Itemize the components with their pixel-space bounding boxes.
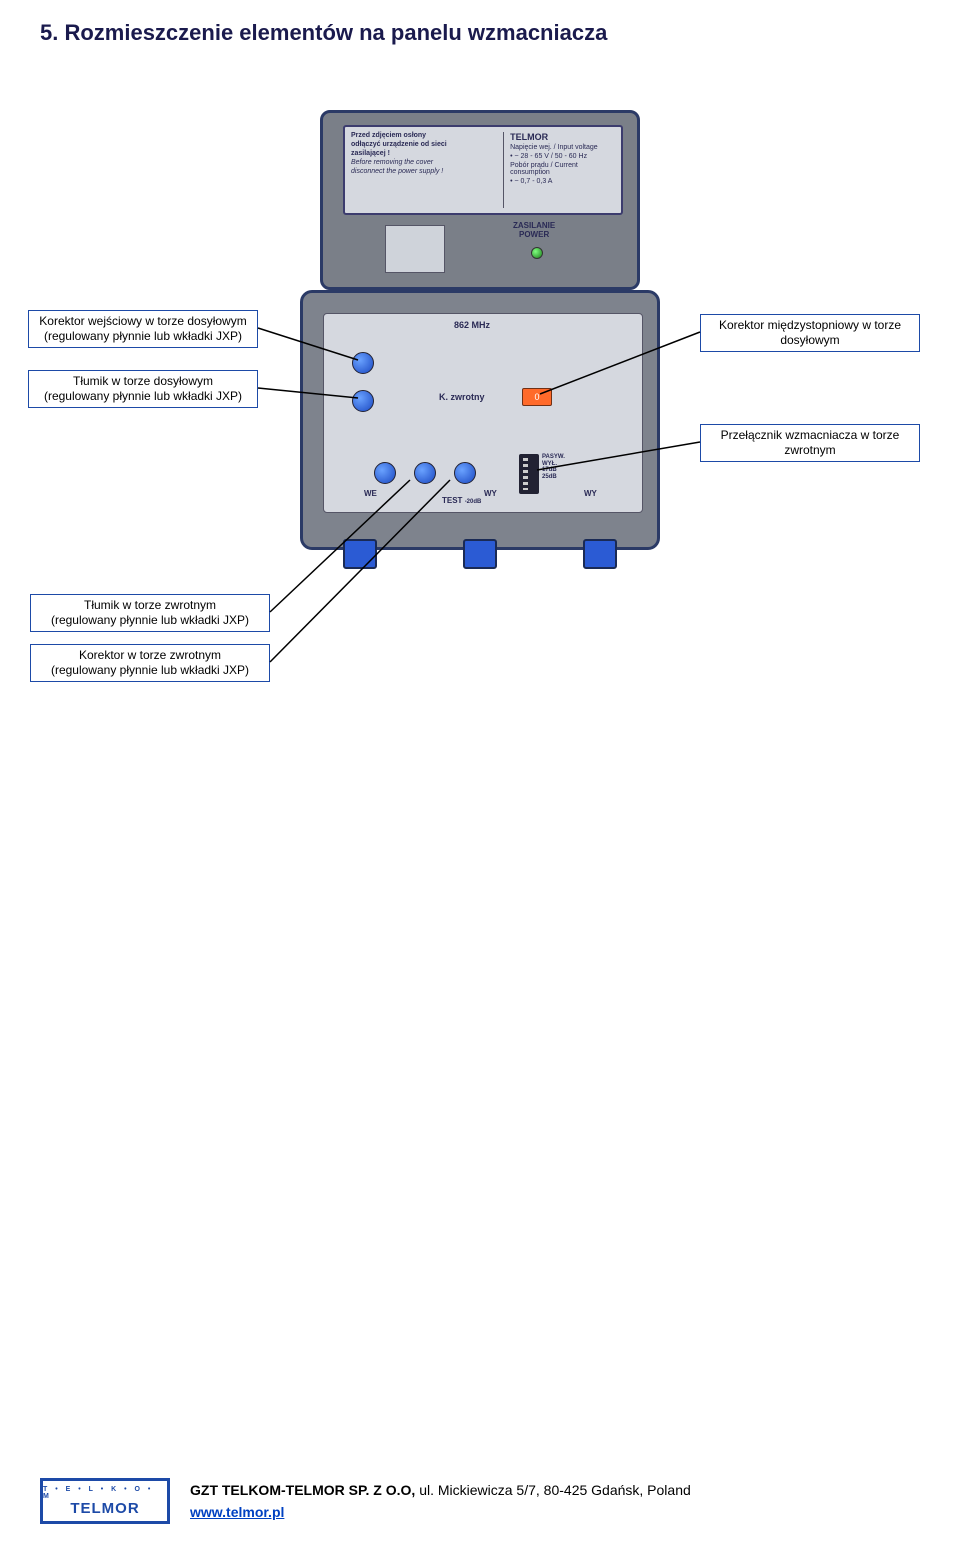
- pasyw-3: 17dB: [542, 467, 565, 474]
- test-label: TEST -20dB: [442, 496, 481, 505]
- device-top-housing: Przed zdjęciem osłony odłączyć urządzeni…: [320, 110, 640, 290]
- power-led: [531, 247, 543, 259]
- connector-wy: [583, 539, 617, 569]
- power-label: ZASILANIE POWER: [513, 221, 555, 239]
- plate-pl-1: Przed zdjęciem osłony: [351, 132, 499, 139]
- callout-4-l2: zwrotnym: [707, 443, 913, 458]
- page-footer: T • E • L • K • O • M TELMOR GZT TELKOM-…: [40, 1478, 920, 1524]
- plate-warning: Przed zdjęciem osłony odłączyć urządzeni…: [351, 132, 504, 208]
- callout-1-l2: (regulowany płynnie lub wkładki JXP): [35, 329, 251, 344]
- knob-input-corrector: [352, 352, 374, 374]
- freq-label: 862 MHz: [454, 320, 490, 330]
- callout-return-corrector: Korektor w torze zwrotnym (regulowany pł…: [30, 644, 270, 682]
- callout-3-l1: Korektor międzystopniowy w torze: [707, 318, 913, 333]
- pasyw-2: WYŁ.: [542, 461, 565, 468]
- footer-address: GZT TELKOM-TELMOR SP. Z O.O, ul. Mickiew…: [190, 1479, 691, 1501]
- callout-6-l2: (regulowany płynnie lub wkładki JXP): [37, 663, 263, 678]
- section-heading: 5. Rozmieszczenie elementów na panelu wz…: [40, 20, 607, 46]
- callout-return-switch: Przełącznik wzmacniacza w torze zwrotnym: [700, 424, 920, 462]
- device-bottom-housing: 862 MHz K. zwrotny 0 WE TEST -20dB WY WY…: [300, 290, 660, 550]
- callout-return-attenuator: Tłumik w torze zwrotnym (regulowany płyn…: [30, 594, 270, 632]
- fuse-box: [385, 225, 445, 273]
- orange-switch: 0: [522, 388, 552, 406]
- connector-we: [343, 539, 377, 569]
- connector-test: [463, 539, 497, 569]
- footer-text: GZT TELKOM-TELMOR SP. Z O.O, ul. Mickiew…: [190, 1479, 691, 1524]
- plate-curr-val: • ~ 0,7 - 0,3 A: [510, 178, 615, 185]
- plate-specs: TELMOR Napięcie wej. / Input voltage • ~…: [504, 132, 615, 208]
- pasyw-label: PASYW. WYŁ. 17dB 25dB: [542, 454, 565, 480]
- knob-input-attenuator: [352, 390, 374, 412]
- callout-input-corrector: Korektor wejściowy w torze dosyłowym (re…: [28, 310, 258, 348]
- plate-logo: TELMOR: [510, 132, 615, 142]
- test-sub: -20dB: [465, 499, 482, 505]
- callout-5-l1: Tłumik w torze zwrotnym: [37, 598, 263, 613]
- footer-logo-top: T • E • L • K • O • M: [43, 1486, 167, 1500]
- plate-curr-lbl: Pobór prądu / Current consumption: [510, 162, 615, 176]
- footer-logo-main: TELMOR: [70, 1500, 139, 1517]
- dip-switch: [519, 454, 539, 494]
- plate-en-1: Before removing the cover: [351, 159, 499, 166]
- info-plate: Przed zdjęciem osłony odłączyć urządzeni…: [343, 125, 623, 215]
- wy2-label: WY: [584, 489, 597, 498]
- footer-url[interactable]: www.telmor.pl: [190, 1504, 284, 1520]
- panel-inner: 862 MHz K. zwrotny 0 WE TEST -20dB WY WY…: [323, 313, 643, 513]
- footer-company: GZT TELKOM-TELMOR SP. Z O.O,: [190, 1482, 419, 1498]
- plate-volt-val: • ~ 28 - 65 V / 50 - 60 Hz: [510, 153, 615, 160]
- callout-3-l2: dosyłowym: [707, 333, 913, 348]
- callout-4-l1: Przełącznik wzmacniacza w torze: [707, 428, 913, 443]
- callout-2-l1: Tłumik w torze dosyłowym: [35, 374, 251, 389]
- callout-2-l2: (regulowany płynnie lub wkładki JXP): [35, 389, 251, 404]
- plate-pl-2: odłączyć urządzenie od sieci: [351, 141, 499, 148]
- kzwrotny-label: K. zwrotny: [439, 392, 485, 402]
- wy1-label: WY: [484, 489, 497, 498]
- knob-return-1: [374, 462, 396, 484]
- power-en: POWER: [513, 230, 555, 239]
- pasyw-1: PASYW.: [542, 454, 565, 461]
- footer-logo: T • E • L • K • O • M TELMOR: [40, 1478, 170, 1524]
- knob-return-3: [454, 462, 476, 484]
- device-photo: Przed zdjęciem osłony odłączyć urządzeni…: [300, 110, 660, 550]
- footer-addr: ul. Mickiewicza 5/7, 80-425 Gdańsk, Pola…: [419, 1482, 691, 1498]
- callout-6-l1: Korektor w torze zwrotnym: [37, 648, 263, 663]
- plate-volt-lbl: Napięcie wej. / Input voltage: [510, 144, 615, 151]
- test-txt: TEST: [442, 496, 462, 505]
- plate-pl-3: zasilającej !: [351, 150, 499, 157]
- callout-input-attenuator: Tłumik w torze dosyłowym (regulowany pły…: [28, 370, 258, 408]
- knob-return-2: [414, 462, 436, 484]
- pasyw-4: 25dB: [542, 474, 565, 481]
- plate-en-2: disconnect the power supply !: [351, 168, 499, 175]
- callout-1-l1: Korektor wejściowy w torze dosyłowym: [35, 314, 251, 329]
- we-label: WE: [364, 489, 377, 498]
- callout-5-l2: (regulowany płynnie lub wkładki JXP): [37, 613, 263, 628]
- callout-interstage-corrector: Korektor międzystopniowy w torze dosyłow…: [700, 314, 920, 352]
- power-pl: ZASILANIE: [513, 221, 555, 230]
